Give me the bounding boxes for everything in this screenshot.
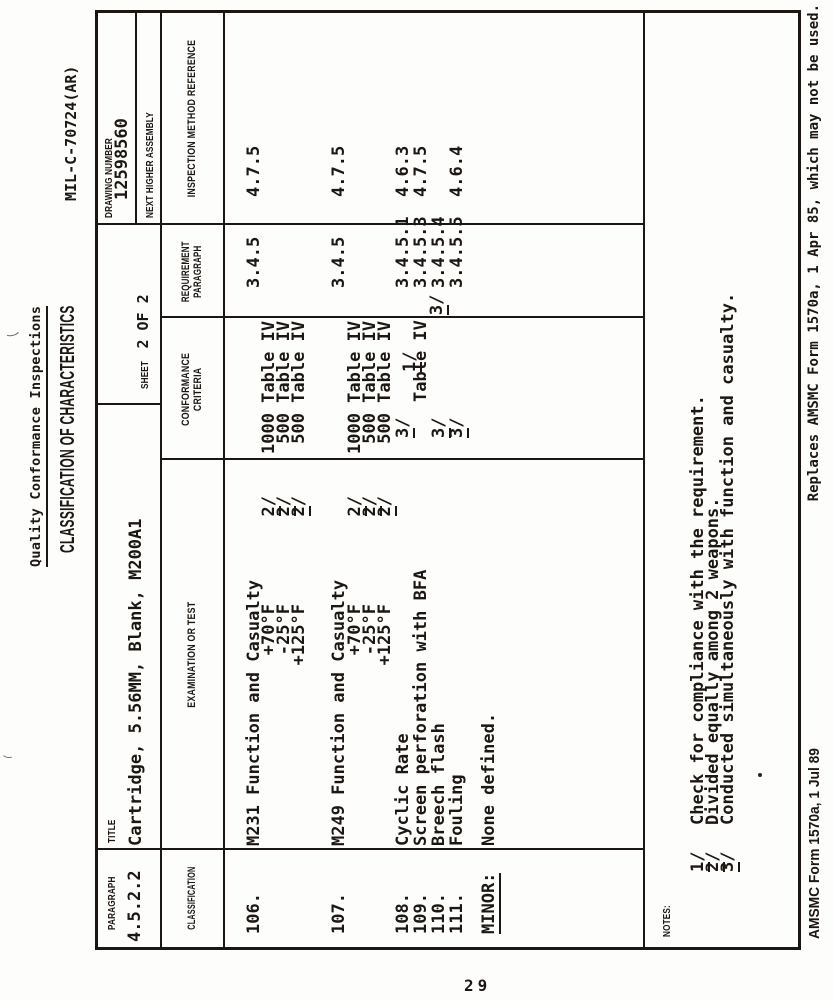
form-title: CLASSIFICATION OF CHARACTERISTICS [57,305,79,553]
table-row: -25°F 2/ 500 Table IV [274,13,296,947]
footnote-mark: 2/ [289,496,311,517]
cell-requirement: 3.4.5.4 [429,216,449,288]
sheet-label: SHEET [139,360,151,389]
footnote-mark: 3/ [429,417,451,438]
drawing-number-value: 12598560 [112,118,132,200]
footnote-mark: 2/ [375,496,397,517]
table-row: 106. M231 Function and Casualty 3.4.5 4.… [244,13,264,947]
cell-classification: 111. [447,893,467,934]
minor-label: MINOR: [479,872,501,934]
col-header-conformance: CONFORMANCE CRITERIA [179,352,204,426]
cell-inspection: 4.7.5 [329,145,349,197]
notes-label: NOTES: [661,905,673,937]
sheet-field: SHEET 2 OF 2 [134,294,153,389]
cell-requirement: 3.4.5 [329,236,349,288]
table-body: 106. M231 Function and Casualty 3.4.5 4.… [223,13,643,947]
divider [98,403,160,405]
cell-classification: 107. [329,893,349,934]
next-higher-assembly-label: NEXT HIGHER ASSEMBLY [144,112,156,218]
page-number: 29 [464,976,492,995]
cell-requirement: 3.4.5 [244,236,264,288]
document-title: Quality Conformance Inspections [28,305,48,567]
minor-value: None defined. [479,712,499,846]
sheet-value: 2 OF 2 [134,294,152,349]
paragraph-label: PARAGRAPH [106,876,118,930]
cell-examination: Breech flash [429,723,449,846]
divider [135,13,137,225]
col-header-examination: EXAMINATION OR TEST [185,601,198,709]
title-value: Cartridge, 5.56MM, Blank, M200A1 [126,518,146,846]
title-label: TITLE [106,819,118,843]
scan-artifact [758,773,762,777]
col-header-requirement: REQUIREMENT PARAGRAPH [179,241,204,302]
table-row: 111. Fouling 3/ 3.4.5.5 4.6.4 [447,13,469,947]
paragraph-value: 4.5.2.2 [125,870,145,942]
cell-classification: 110. [429,893,449,934]
form-number: AMSMC Form 1570a, 1 Jul 89 [806,748,823,939]
cell-examination: Fouling [447,774,467,846]
footnote-mark: 3/ [393,417,415,438]
cell-classification: 108. [393,893,413,934]
cell-examination: Cyclic Rate [393,733,413,846]
temperature-condition: +125°F [375,604,395,666]
table-row: +125°F 2/ 500 Table IV [289,13,311,947]
cell-classification: 106. [244,893,264,934]
table-row: -25°F 2/ 500 Table IV [360,13,382,947]
note-text: Conducted simultaneously with function a… [718,292,738,825]
column-headers: CLASSIFICATION EXAMINATION OR TEST CONFO… [160,13,223,947]
col-header-classification: CLASSIFICATION [185,866,198,931]
table-row: +70°F 2/ 1000 Table IV [259,13,281,947]
cell-examination: M231 Function and Casualty [244,579,264,846]
footnote-mark: 3/ [447,417,469,438]
footnote-mark: 3/ [718,851,740,872]
spec-number: MIL-C-70724(AR) [62,65,80,201]
cell-conformance: 500 Table IV [375,320,395,454]
cell-requirement: 3.4.5.5 [447,216,467,288]
cell-inspection: 4.6.4 [447,145,467,197]
table-row: 108. Cyclic Rate 3/ 3.4.5.1 4.6.3 [393,13,415,947]
replaces-note: Replaces AMSMC Form 1570a, 1 Apr 85, whi… [806,4,822,502]
table-row: 110. Breech flash 3/ 3.4.5.4 [429,13,451,947]
note-item: 3/ Conducted simultaneously with functio… [718,13,740,947]
cell-inspection: 4.6.3 [393,145,413,197]
cell-requirement: 3.4.5.1 [393,216,413,288]
temperature-condition: +125°F [289,604,309,666]
classification-form: PARAGRAPH 4.5.2.2 TITLE Cartridge, 5.56M… [95,10,801,950]
table-row: +125°F 2/ 500 Table IV [375,13,397,947]
footnote-mark: 1/ [400,351,422,372]
cell-inspection [431,13,447,225]
table-row: 107. M249 Function and Casualty 3.4.5 4.… [329,13,349,947]
cell-inspection: 4.7.5 [244,145,264,197]
table-row: +70°F 2/ 1000 Table IV [345,13,367,947]
cell-examination: M249 Function and Casualty [329,579,349,846]
col-header-inspection: INSPECTION METHOD REFERENCE [185,40,198,198]
notes-box: NOTES: 1/ Check for compliance with the … [643,13,801,947]
cell-conformance: 500 Table IV [289,320,309,454]
table-row-minor: MINOR: None defined. [479,13,501,947]
